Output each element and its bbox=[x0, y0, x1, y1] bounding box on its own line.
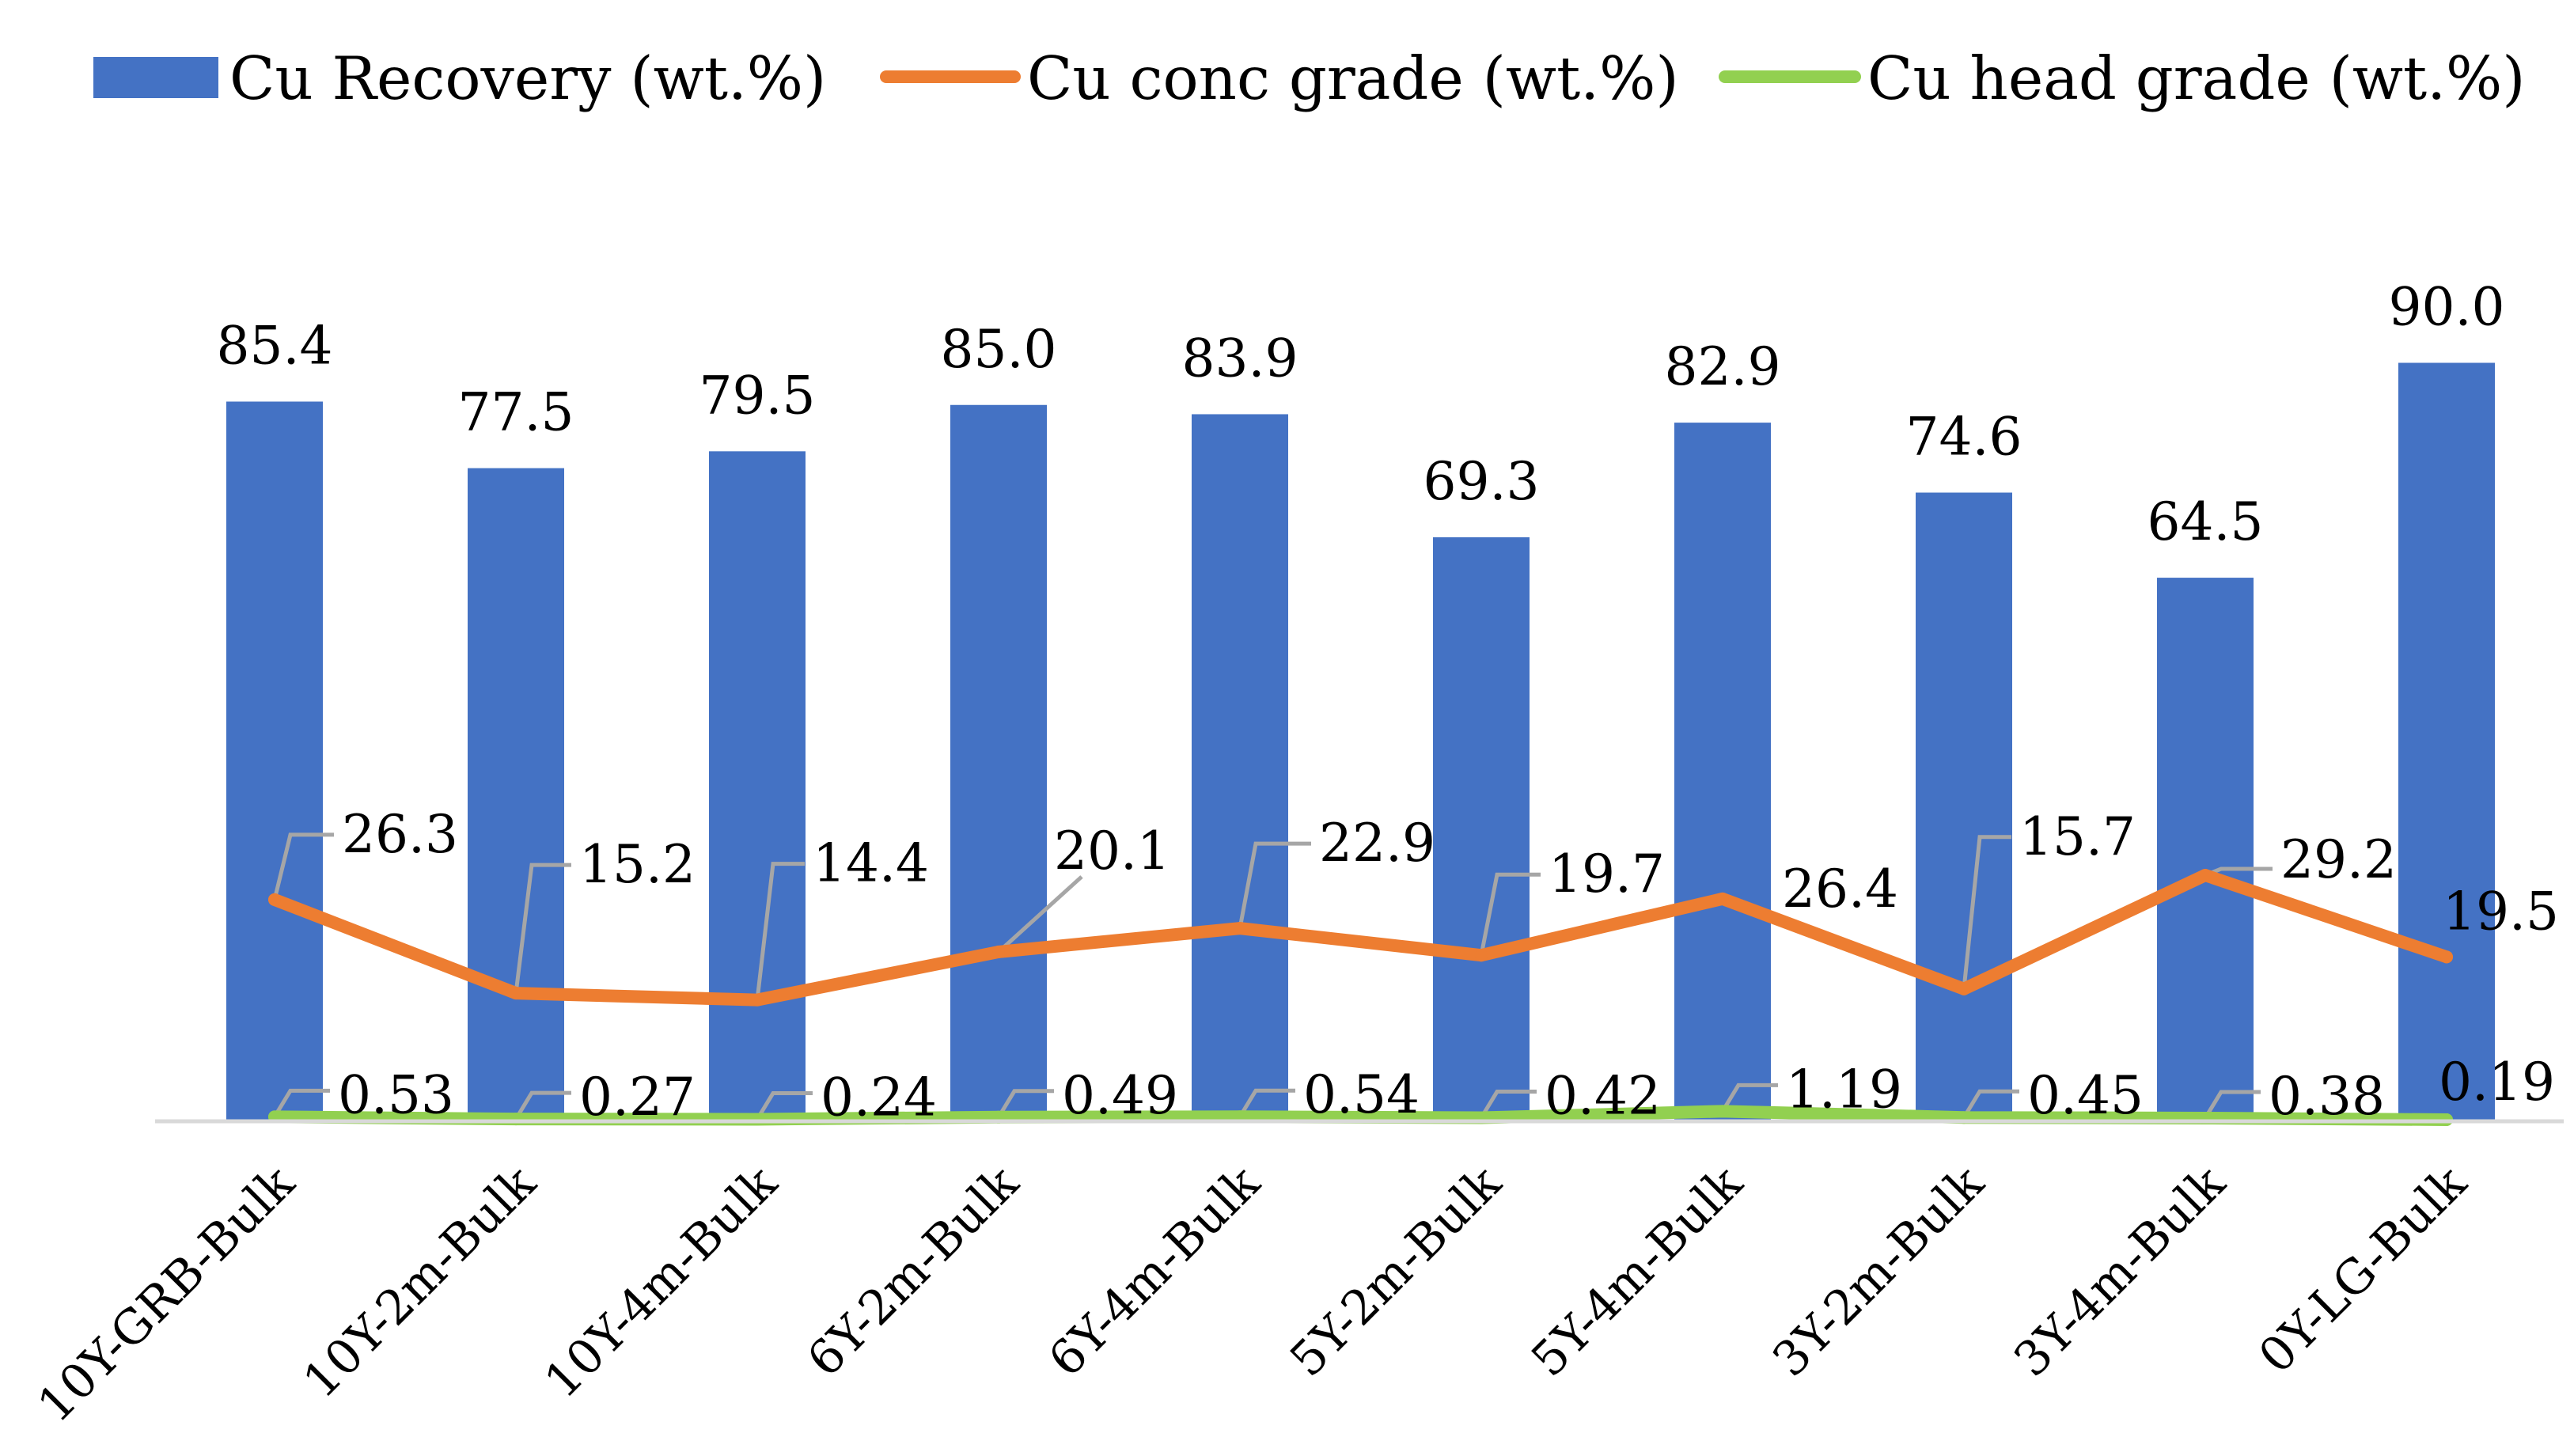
bar-6Y-2m-Bulk bbox=[950, 404, 1047, 1121]
bar-value-label-5Y-4m-Bulk: 82.9 bbox=[1665, 336, 1781, 397]
head-label-6Y-2m-Bulk: 0.49 bbox=[1062, 1065, 1178, 1126]
conc-label-5Y-2m-Bulk: 19.7 bbox=[1549, 844, 1665, 904]
head-label-5Y-2m-Bulk: 0.42 bbox=[1545, 1066, 1661, 1127]
leader-cu-conc-10Y-4m-Bulk bbox=[755, 862, 805, 1000]
x-tick-label-5Y-2m-Bulk: 5Y-2m-Bulk bbox=[1279, 1155, 1512, 1388]
x-tick-label-6Y-2m-Bulk: 6Y-2m-Bulk bbox=[797, 1155, 1029, 1388]
x-tick-label-10Y-GRB-Bulk: 10Y-GRB-Bulk bbox=[28, 1155, 306, 1434]
bar-5Y-2m-Bulk bbox=[1433, 537, 1530, 1121]
leader-cu-head-5Y-2m-Bulk bbox=[1479, 1090, 1537, 1119]
head-label-5Y-4m-Bulk: 1.19 bbox=[1786, 1059, 1902, 1120]
head-label-0Y-LG-Bulk: 0.19 bbox=[2439, 1052, 2555, 1113]
bar-3Y-4m-Bulk bbox=[2157, 578, 2254, 1121]
leader-cu-conc-6Y-4m-Bulk bbox=[1238, 841, 1311, 929]
bar-value-label-0Y-LG-Bulk: 90.0 bbox=[2389, 277, 2505, 338]
head-label-6Y-4m-Bulk: 0.54 bbox=[1303, 1064, 1420, 1125]
x-tick-label-3Y-2m-Bulk: 3Y-2m-Bulk bbox=[1762, 1155, 1995, 1388]
head-label-3Y-4m-Bulk: 0.38 bbox=[2269, 1066, 2385, 1127]
bar-5Y-4m-Bulk bbox=[1674, 423, 1771, 1121]
head-label-10Y-4m-Bulk: 0.24 bbox=[821, 1067, 937, 1128]
bar-value-label-10Y-2m-Bulk: 77.5 bbox=[458, 382, 574, 443]
legend-label-cu-conc-grade: Cu conc grade (wt.%) bbox=[1027, 44, 1679, 113]
bar-6Y-4m-Bulk bbox=[1192, 414, 1288, 1121]
leader-cu-conc-10Y-GRB-Bulk bbox=[272, 832, 334, 901]
point-cu-conc-3Y-4m-Bulk bbox=[2199, 869, 2212, 882]
point-cu-conc-10Y-4m-Bulk bbox=[751, 993, 764, 1007]
x-tick-label-0Y-LG-Bulk: 0Y-LG-Bulk bbox=[2248, 1155, 2477, 1385]
leader-cu-conc-3Y-2m-Bulk bbox=[1962, 835, 2011, 990]
point-cu-head-5Y-4m-Bulk bbox=[1716, 1105, 1729, 1118]
leader-cu-conc-5Y-2m-Bulk bbox=[1479, 872, 1541, 956]
conc-label-3Y-2m-Bulk: 15.7 bbox=[2019, 806, 2136, 867]
bar-value-label-10Y-4m-Bulk: 79.5 bbox=[699, 365, 816, 426]
conc-label-10Y-GRB-Bulk: 26.3 bbox=[342, 804, 458, 865]
leader-cu-head-10Y-4m-Bulk bbox=[755, 1090, 813, 1120]
line-cu-head-grade bbox=[268, 1105, 2453, 1126]
point-cu-conc-5Y-2m-Bulk bbox=[1475, 949, 1488, 962]
leader-cu-head-10Y-2m-Bulk bbox=[514, 1090, 571, 1120]
conc-label-3Y-4m-Bulk: 29.2 bbox=[2280, 829, 2397, 890]
bar-value-label-3Y-4m-Bulk: 64.5 bbox=[2148, 491, 2264, 552]
line-cu-conc-grade bbox=[268, 869, 2453, 1007]
conc-label-5Y-4m-Bulk: 26.4 bbox=[1782, 859, 1898, 919]
leader-cu-conc-10Y-2m-Bulk bbox=[514, 863, 571, 994]
x-tick-label-10Y-2m-Bulk: 10Y-2m-Bulk bbox=[293, 1155, 547, 1409]
conc-label-0Y-LG-Bulk: 19.5 bbox=[2443, 881, 2559, 942]
point-cu-conc-6Y-2m-Bulk bbox=[992, 945, 1005, 958]
x-tick-label-3Y-4m-Bulk: 3Y-4m-Bulk bbox=[2003, 1155, 2236, 1388]
leader-cu-head-5Y-4m-Bulk bbox=[1720, 1083, 1778, 1113]
conc-label-6Y-2m-Bulk: 20.1 bbox=[1054, 821, 1170, 882]
point-cu-conc-10Y-GRB-Bulk bbox=[268, 893, 281, 906]
leader-cu-head-10Y-GRB-Bulk bbox=[272, 1088, 330, 1118]
bar-10Y-2m-Bulk bbox=[468, 468, 564, 1121]
conc-label-10Y-2m-Bulk: 15.2 bbox=[579, 834, 696, 895]
bar-10Y-GRB-Bulk bbox=[226, 401, 323, 1121]
bar-series bbox=[226, 362, 2495, 1121]
legend: Cu Recovery (wt.%) Cu conc grade (wt.%) Cu… bbox=[93, 44, 2526, 113]
x-tick-label-6Y-4m-Bulk: 6Y-4m-Bulk bbox=[1038, 1155, 1271, 1388]
data-labels: 85.4 77.5 79.5 85.0 83.9 69.3 82.9 74.6 64.5 90.0… bbox=[217, 277, 2559, 1128]
point-cu-conc-6Y-4m-Bulk bbox=[1234, 922, 1246, 935]
bar-10Y-4m-Bulk bbox=[709, 451, 806, 1121]
point-cu-conc-10Y-2m-Bulk bbox=[510, 987, 522, 1000]
head-label-10Y-GRB-Bulk: 0.53 bbox=[338, 1064, 454, 1125]
x-tick-label-10Y-4m-Bulk: 10Y-4m-Bulk bbox=[534, 1155, 788, 1409]
legend-label-cu-head-grade: Cu head grade (wt.%) bbox=[1867, 44, 2526, 113]
bar-value-label-6Y-2m-Bulk: 85.0 bbox=[941, 319, 1057, 380]
legend-swatch-cu-recovery bbox=[93, 57, 218, 98]
bar-value-label-3Y-2m-Bulk: 74.6 bbox=[1906, 407, 2022, 468]
head-label-3Y-2m-Bulk: 0.45 bbox=[2027, 1065, 2144, 1126]
conc-label-6Y-4m-Bulk: 22.9 bbox=[1319, 813, 1435, 874]
bar-value-label-5Y-2m-Bulk: 69.3 bbox=[1423, 451, 1540, 512]
point-cu-head-10Y-4m-Bulk bbox=[751, 1113, 764, 1126]
leader-cu-head-3Y-4m-Bulk bbox=[2203, 1090, 2261, 1120]
bar-0Y-LG-Bulk bbox=[2398, 362, 2495, 1121]
point-cu-conc-0Y-LG-Bulk bbox=[2440, 950, 2453, 964]
point-cu-head-10Y-2m-Bulk bbox=[510, 1113, 522, 1126]
point-cu-conc-5Y-4m-Bulk bbox=[1716, 892, 1729, 905]
x-tick-label-5Y-4m-Bulk: 5Y-4m-Bulk bbox=[1521, 1155, 1753, 1388]
bar-value-label-6Y-4m-Bulk: 83.9 bbox=[1182, 328, 1298, 389]
head-label-10Y-2m-Bulk: 0.27 bbox=[579, 1067, 696, 1128]
conc-label-10Y-4m-Bulk: 14.4 bbox=[813, 833, 929, 894]
leader-cu-head-6Y-2m-Bulk bbox=[996, 1089, 1054, 1119]
leader-cu-conc-6Y-2m-Bulk bbox=[997, 875, 1083, 954]
bar-3Y-2m-Bulk bbox=[1916, 492, 2012, 1121]
leader-cu-head-6Y-4m-Bulk bbox=[1238, 1088, 1295, 1118]
point-cu-conc-3Y-2m-Bulk bbox=[1958, 982, 1970, 995]
legend-label-cu-recovery: Cu Recovery (wt.%) bbox=[229, 44, 826, 113]
leader-lines bbox=[272, 832, 2273, 1120]
leader-cu-head-3Y-2m-Bulk bbox=[1962, 1089, 2019, 1119]
bar-value-label-10Y-GRB-Bulk: 85.4 bbox=[217, 315, 333, 376]
